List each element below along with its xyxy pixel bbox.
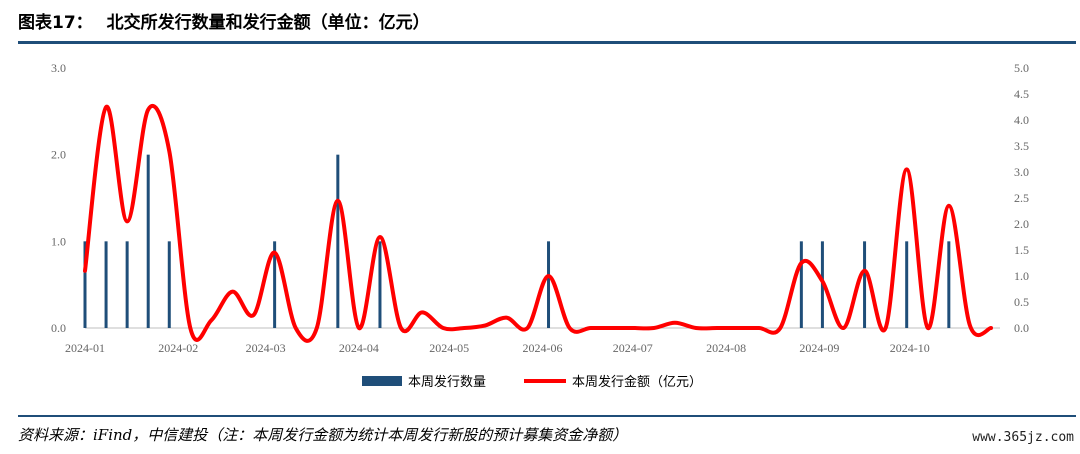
bar <box>167 241 171 328</box>
y-right-tick-label: 2.5 <box>1014 191 1029 205</box>
legend-line-label: 本周发行金额（亿元） <box>572 374 702 390</box>
x-tick-label: 2024-04 <box>339 341 379 355</box>
y-right-tick-label: 4.5 <box>1014 87 1029 101</box>
legend-bar-swatch <box>362 376 402 386</box>
chart-area: 0.0 1.0 2.0 3.0 0.0 0.5 1.0 1.5 2.0 2.5 3.0 3.5 4.0 4… <box>51 61 1029 390</box>
source-note: 资料来源：iFind，中信建投（注：本周发行金额为统计本周发行新股的预计募集资金… <box>18 426 628 444</box>
y-left-tick-label: 3.0 <box>51 61 66 75</box>
x-tick-label: 2024-10 <box>890 341 930 355</box>
x-tick-label: 2024-08 <box>706 341 746 355</box>
legend-bar-label: 本周发行数量 <box>408 374 486 390</box>
x-tick-label: 2024-01 <box>65 341 105 355</box>
bar <box>336 154 340 328</box>
y-left-tick-label: 2.0 <box>51 148 66 162</box>
bar <box>378 241 382 328</box>
bar <box>83 241 87 328</box>
x-tick-label: 2024-09 <box>799 341 839 355</box>
y-right-tick-label: 1.5 <box>1014 243 1029 257</box>
bar <box>125 241 129 328</box>
y-right-tick-label: 4.0 <box>1014 113 1029 127</box>
bar <box>547 241 551 328</box>
y-right-tick-label: 5.0 <box>1014 61 1029 75</box>
y-right-tick-label: 0.5 <box>1014 295 1029 309</box>
x-tick-label: 2024-07 <box>613 341 653 355</box>
y-right-tick-label: 1.0 <box>1014 269 1029 283</box>
x-tick-label: 2024-06 <box>523 341 563 355</box>
x-tick-label: 2024-03 <box>246 341 286 355</box>
bar <box>104 241 108 328</box>
bar <box>947 241 951 328</box>
amount-line <box>83 103 993 343</box>
y-right-tick-label: 3.5 <box>1014 139 1029 153</box>
bar <box>273 241 277 328</box>
chart-title: 图表17： 北交所发行数量和发行金额（单位：亿元） <box>18 8 430 33</box>
y-left-tick-label: 1.0 <box>51 234 66 248</box>
x-tick-label: 2024-05 <box>429 341 469 355</box>
top-rule <box>18 41 1076 44</box>
y-right-tick-label: 3.0 <box>1014 165 1029 179</box>
figure-title: 北交所发行数量和发行金额（单位：亿元） <box>106 13 430 33</box>
y-right-tick-label: 2.0 <box>1014 217 1029 231</box>
bar <box>863 241 867 328</box>
x-tick-label: 2024-02 <box>158 341 198 355</box>
y-left-tick-label: 0.0 <box>51 321 66 335</box>
watermark: www.365jz.com <box>972 430 1074 445</box>
bar <box>905 241 909 328</box>
figure-label: 图表17： <box>18 13 93 33</box>
y-right-tick-label: 0.0 <box>1014 321 1029 335</box>
bottom-rule <box>18 415 1076 417</box>
bar <box>799 241 803 328</box>
bar <box>146 154 150 328</box>
